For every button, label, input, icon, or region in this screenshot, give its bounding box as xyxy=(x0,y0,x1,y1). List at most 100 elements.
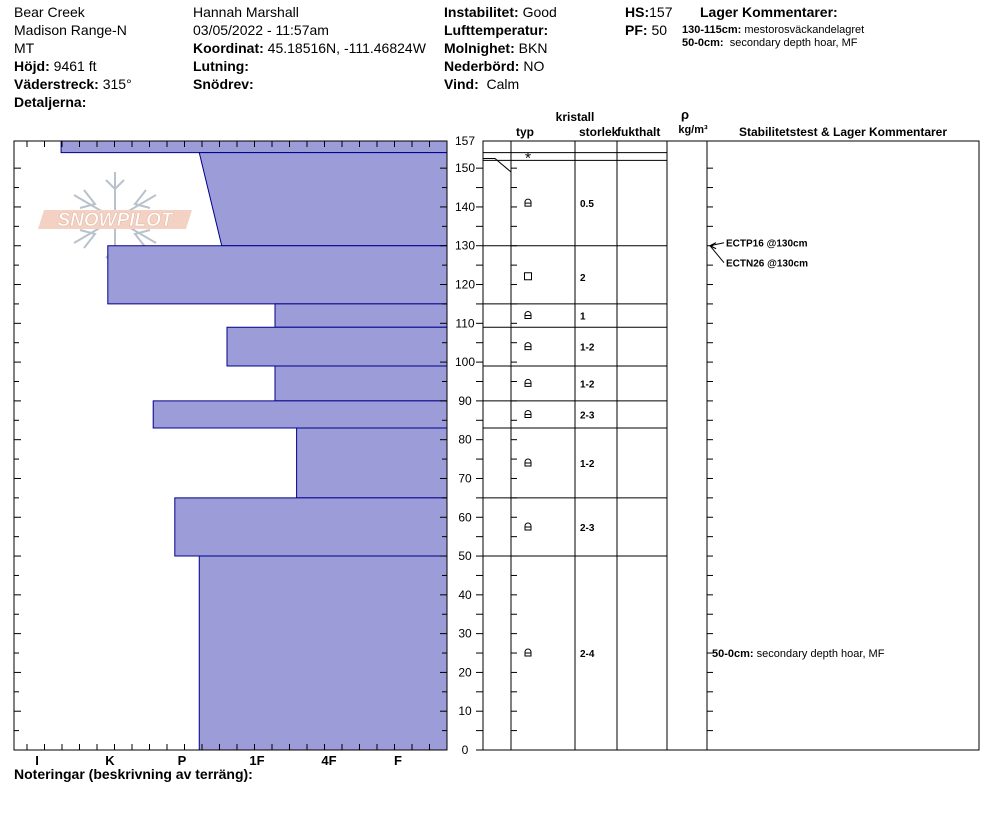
stability-test-label: ECTN26 @130cm xyxy=(726,259,808,270)
crystal-entry: 1-2 xyxy=(524,379,595,390)
details-row: Detaljerna: xyxy=(14,93,132,111)
hardness-bar xyxy=(274,365,448,402)
crystal-entry: 1 xyxy=(524,311,586,323)
coordinate-row: Koordinat: 45.18516N, -111.46824W xyxy=(193,39,426,57)
hardness-frame xyxy=(13,140,448,751)
hardness-tick-label: F xyxy=(394,753,402,768)
location-name: Bear Creek xyxy=(14,4,85,20)
crystal-size: 0.5 xyxy=(580,199,594,210)
cloud-label: Molnighet: xyxy=(444,40,515,56)
pf-row: PF: 50 xyxy=(625,21,672,39)
rounded-crystal-icon xyxy=(524,458,532,467)
depth-tick-label: 30 xyxy=(458,627,472,641)
hardness-bar xyxy=(296,427,448,499)
header-stability-comments: Stabilitetstest & Lager Kommentarer xyxy=(739,125,947,139)
elevation-row: Höjd: 9461 ft xyxy=(14,57,132,75)
hardness-plot-border xyxy=(13,140,448,751)
stability-row: Instabilitet: Good xyxy=(444,3,557,21)
layer-comment-1-text: mestorosväckandelagret xyxy=(744,24,865,36)
hardness-bar xyxy=(226,326,448,367)
hardness-tick-label: 4F xyxy=(321,753,336,768)
elevation-label: Höjd: xyxy=(14,58,50,74)
drift-row: Snödrev: xyxy=(193,75,426,93)
precip-row: Nederbörd: NO xyxy=(444,57,557,75)
header-crystal: kristall xyxy=(556,110,595,124)
location-range: Madison Range-N xyxy=(14,22,127,38)
layer-boundaries xyxy=(483,152,667,557)
snowpilot-logo: SNOWPILOT xyxy=(38,172,192,266)
cloud-value: BKN xyxy=(518,40,548,56)
elevation-value: 9461 ft xyxy=(53,58,97,74)
crystal-size: 2-3 xyxy=(580,523,595,534)
crystal-size: 2 xyxy=(580,273,586,284)
snowpack-summary: HS:157 PF: 50 xyxy=(625,3,672,39)
crystal-size: 1-2 xyxy=(580,459,595,470)
rounded-crystal-icon xyxy=(524,648,532,657)
layer-connector xyxy=(483,157,512,173)
depth-tick-label: 140 xyxy=(455,200,475,214)
crystal-entry: 1-2 xyxy=(524,458,595,470)
coord-value: 45.18516N, -111.46824W xyxy=(267,40,426,56)
depth-tick-label: 150 xyxy=(455,161,475,175)
crystal-entry: * xyxy=(525,151,531,168)
crystal-size: 2-3 xyxy=(580,410,595,421)
hardness-tick-label: P xyxy=(178,753,187,768)
layer-comment-1-range: 130-115cm: xyxy=(682,24,742,36)
crystal-size: 2-4 xyxy=(580,649,595,660)
slope-row: Lutning: xyxy=(193,57,426,75)
crystal-column: * 0.5 2 1 1-2 1-2 2-3 1-2 2-3 2-4 xyxy=(524,151,595,660)
depth-tick-label: 120 xyxy=(455,278,475,292)
depth-tick-label: 130 xyxy=(455,239,475,253)
crystal-entry: 1-2 xyxy=(524,342,595,354)
coord-label: Koordinat: xyxy=(193,40,264,56)
crystal-size: 1 xyxy=(580,312,586,323)
hs-row: HS:157 xyxy=(625,3,672,21)
hardness-profile xyxy=(60,140,448,751)
hardness-tick-label: 1F xyxy=(249,753,264,768)
cloud-row: Molnighet: BKN xyxy=(444,39,557,57)
weather-info: Instabilitet: Good Lufttemperatur: Molni… xyxy=(444,3,557,93)
observer-name: Hannah Marshall xyxy=(193,4,299,20)
layer-comments-title: Lager Kommentarer: xyxy=(700,4,838,20)
crystal-entry: 0.5 xyxy=(524,198,594,210)
hs-label: HS: xyxy=(625,4,650,20)
observation-datetime: 03/05/2022 - 11:57am xyxy=(193,22,329,38)
hardness-bar xyxy=(174,497,448,557)
crystal-size: 1-2 xyxy=(580,343,595,354)
depth-tick-label: 50 xyxy=(458,549,472,563)
header-rho: ρ xyxy=(681,107,689,122)
depth-tick-label: 157 xyxy=(455,134,475,148)
depth-tick-label: 100 xyxy=(455,355,475,369)
stability-test-pointer xyxy=(709,245,725,264)
hardness-tick-label: I xyxy=(35,753,39,768)
layer-comment-2-text: secondary depth hoar, MF xyxy=(729,37,858,49)
crystal-entry: 2-3 xyxy=(524,522,595,534)
crystal-entry: 2 xyxy=(524,272,586,284)
layer-comment-range: 50-0cm: xyxy=(712,648,757,660)
stability-test-arrowhead xyxy=(708,242,717,250)
notes-label: Noteringar (beskrivning av terräng): xyxy=(14,766,253,782)
aspect-value: 315° xyxy=(102,76,132,92)
layer-comment-2-range: 50-0cm: xyxy=(682,37,724,49)
depth-tick-label: 90 xyxy=(458,394,472,408)
layer-comment-2: 50-0cm: secondary depth hoar, MF xyxy=(682,37,864,50)
layer-table xyxy=(482,140,980,751)
rounded-crystal-icon xyxy=(524,342,532,351)
pf-label: PF: xyxy=(625,22,648,38)
rounded-crystal-icon xyxy=(524,311,532,320)
depth-tick-label: 10 xyxy=(458,704,472,718)
depth-tick-label: 40 xyxy=(458,588,472,602)
depth-tick-label: 80 xyxy=(458,433,472,447)
crystal-size: 1-2 xyxy=(580,379,595,390)
hardness-bar xyxy=(198,555,448,751)
airtemp-label: Lufttemperatur: xyxy=(444,22,549,38)
hardness-bar xyxy=(107,245,448,305)
airtemp-row: Lufttemperatur: xyxy=(444,21,557,39)
precip-label: Nederbörd: xyxy=(444,58,520,74)
details-label: Detaljerna: xyxy=(14,94,87,110)
stability-label: Instabilitet: xyxy=(444,4,519,20)
crystal-entry: 2-4 xyxy=(524,648,595,660)
stability-test-label: ECTP16 @130cm xyxy=(726,239,808,250)
depth-tick-labels: 0 10 20 30 40 50 60 70 80 90 100 110 120 130 140 150 157 xyxy=(455,134,475,757)
